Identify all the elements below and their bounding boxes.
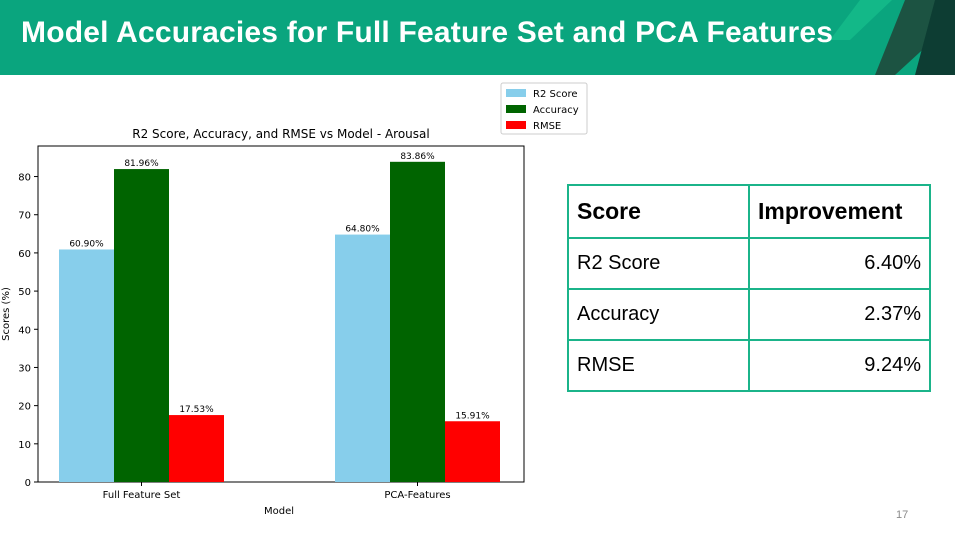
bar-value-label: 60.90% [69, 239, 104, 249]
legend-swatch [506, 89, 526, 97]
bar-r2-score [59, 249, 114, 482]
y-tick-label: 50 [18, 287, 31, 298]
y-tick-label: 20 [18, 402, 31, 413]
page-number: 17 [896, 509, 909, 521]
chart-svg: R2 Score, Accuracy, and RMSE vs Model - … [1, 82, 588, 517]
bar-chart: R2 Score, Accuracy, and RMSE vs Model - … [0, 80, 600, 530]
y-tick-label: 70 [18, 211, 31, 222]
bar-r2-score [335, 234, 390, 482]
table-header-improvement: Improvement [748, 184, 931, 239]
bar-accuracy [390, 161, 445, 482]
y-tick-label: 30 [18, 363, 31, 374]
y-tick-label: 40 [18, 325, 31, 336]
y-tick-label: 60 [18, 249, 31, 260]
table-header-score: Score [567, 184, 750, 239]
y-tick-label: 10 [18, 440, 31, 451]
header-decoration [830, 0, 955, 75]
bar-value-label: 15.91% [455, 411, 490, 421]
x-axis-label: Model [264, 506, 294, 517]
table-cell-improvement: 2.37% [748, 288, 931, 341]
plot-frame [37, 145, 525, 483]
legend-swatch [506, 105, 526, 113]
table-cell-score: RMSE [567, 339, 750, 392]
bar-value-label: 83.86% [400, 152, 435, 162]
table-cell-improvement: 6.40% [748, 237, 931, 290]
chart-title: R2 Score, Accuracy, and RMSE vs Model - … [132, 127, 429, 141]
x-tick-label: Full Feature Set [103, 490, 181, 501]
slide-header: Model Accuracies for Full Feature Set an… [0, 0, 955, 75]
table-cell-score: R2 Score [567, 237, 750, 290]
bar-rmse [169, 415, 224, 482]
y-axis-label: Scores (%) [1, 287, 12, 341]
table-row: Accuracy 2.37% [567, 288, 931, 341]
legend-label: R2 Score [533, 89, 578, 100]
bar-rmse [445, 421, 500, 482]
table-row: R2 Score 6.40% [567, 237, 931, 290]
y-tick-label: 80 [18, 173, 31, 184]
bar-value-label: 17.53% [179, 405, 214, 415]
bar-accuracy [114, 169, 169, 482]
bar-value-label: 81.96% [124, 159, 159, 169]
y-tick-label: 0 [25, 478, 31, 489]
legend-label: Accuracy [533, 105, 579, 116]
table-header-row: Score Improvement [567, 184, 931, 239]
table-cell-score: Accuracy [567, 288, 750, 341]
slide-title: Model Accuracies for Full Feature Set an… [21, 16, 834, 49]
bar-value-label: 64.80% [345, 225, 380, 235]
table-row: RMSE 9.24% [567, 339, 931, 392]
x-tick-label: PCA-Features [384, 490, 450, 501]
legend-label: RMSE [533, 121, 561, 132]
legend-swatch [506, 121, 526, 129]
table-cell-improvement: 9.24% [748, 339, 931, 392]
improvement-table: Score Improvement R2 Score 6.40% Accurac… [567, 184, 931, 392]
